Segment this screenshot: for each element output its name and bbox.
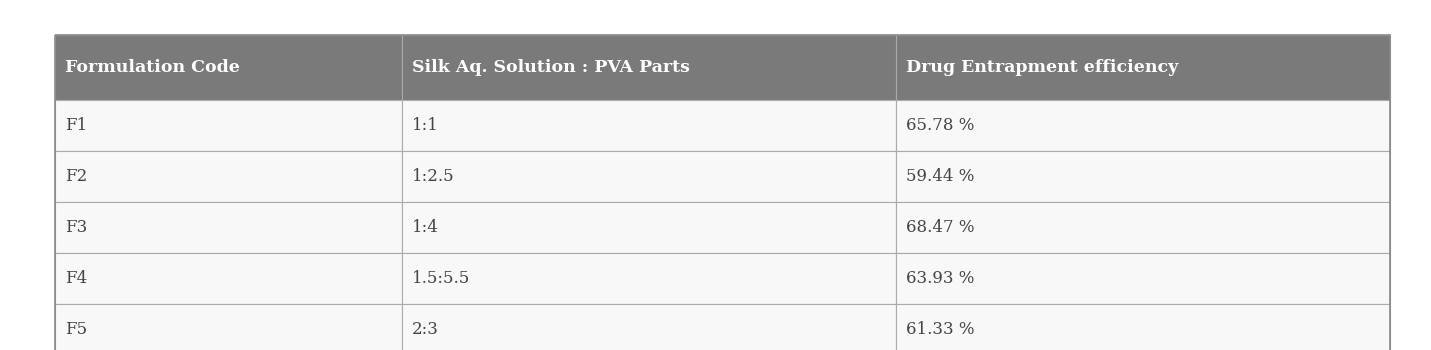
Bar [54, 35, 402, 100]
Text: 1.5:5.5: 1.5:5.5 [412, 270, 471, 287]
Bar [402, 100, 896, 151]
Text: 1:4: 1:4 [412, 219, 439, 236]
Bar [402, 35, 896, 100]
Bar [896, 253, 1390, 304]
Bar [54, 304, 402, 350]
Text: F1: F1 [64, 117, 87, 134]
Text: Drug Entrapment efficiency: Drug Entrapment efficiency [906, 59, 1178, 76]
Text: Silk Aq. Solution : PVA Parts: Silk Aq. Solution : PVA Parts [412, 59, 690, 76]
Text: 1:1: 1:1 [412, 117, 439, 134]
Bar [896, 151, 1390, 202]
Bar [54, 202, 402, 253]
Bar [896, 202, 1390, 253]
Bar [402, 202, 896, 253]
Bar [402, 304, 896, 350]
Bar [896, 304, 1390, 350]
Text: F2: F2 [64, 168, 87, 185]
Text: 61.33 %: 61.33 % [906, 321, 975, 338]
Text: F4: F4 [64, 270, 87, 287]
Text: 59.44 %: 59.44 % [906, 168, 975, 185]
Text: Formulation Code: Formulation Code [64, 59, 240, 76]
Bar [54, 100, 402, 151]
Text: 2:3: 2:3 [412, 321, 439, 338]
Bar [896, 100, 1390, 151]
Bar [54, 151, 402, 202]
Text: 1:2.5: 1:2.5 [412, 168, 455, 185]
Bar [54, 253, 402, 304]
Text: 68.47 %: 68.47 % [906, 219, 975, 236]
Bar [402, 253, 896, 304]
Text: F5: F5 [64, 321, 87, 338]
Text: F3: F3 [64, 219, 87, 236]
Bar [896, 35, 1390, 100]
Bar [402, 151, 896, 202]
Text: 65.78 %: 65.78 % [906, 117, 975, 134]
Text: 63.93 %: 63.93 % [906, 270, 975, 287]
